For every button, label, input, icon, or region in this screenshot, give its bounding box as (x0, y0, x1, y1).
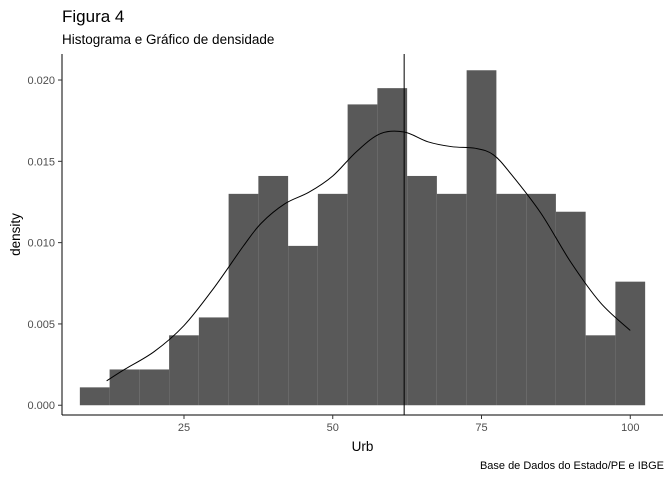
histogram-bar-5 (198, 317, 229, 406)
histogram-bar-1 (79, 387, 110, 406)
histogram-bar-8 (288, 245, 318, 406)
histogram-bar-9 (317, 193, 348, 406)
chart-caption: Base de Dados do Estado/PE e IBGE (479, 460, 664, 472)
histogram-bar-3 (139, 369, 170, 406)
chart-subtitle: Histograma e Gráfico de densidade (62, 32, 275, 47)
x-axis-title: Urb (352, 439, 374, 454)
y-tick-label: 0.005 (27, 319, 55, 331)
y-axis-title: density (8, 213, 23, 256)
x-tick-label: 50 (327, 422, 339, 434)
histogram-bar-17 (555, 211, 586, 406)
x-tick-label: 100 (621, 422, 639, 434)
histogram-bar-16 (526, 193, 556, 406)
histogram-bar-14 (466, 70, 497, 406)
histogram-bar-7 (258, 175, 289, 406)
density-curve (106, 130, 631, 382)
histogram-bar-4 (169, 335, 199, 406)
x-tick-label: 25 (178, 422, 190, 434)
x-tick-label: 75 (475, 422, 487, 434)
axes: 0.000 0.005 0.010 0.015 0.020 25 50 75 100 (27, 54, 663, 434)
histogram-bar-12 (407, 175, 437, 406)
histogram-bar-11 (377, 88, 408, 406)
histogram-bar-19 (615, 281, 646, 406)
chart-title: Figura 4 (62, 7, 125, 26)
histogram-bars (79, 70, 646, 406)
y-tick-label: 0.015 (27, 156, 55, 168)
histogram-bar-2 (109, 369, 140, 406)
y-tick-label: 0.000 (27, 400, 55, 412)
density-curve-layer (106, 130, 631, 382)
histogram-bar-18 (585, 335, 616, 406)
y-tick-label: 0.020 (27, 75, 55, 87)
histogram-bar-10 (347, 104, 378, 406)
histogram-bar-15 (496, 193, 527, 406)
histogram-bar-6 (228, 193, 259, 406)
histogram-bar-13 (436, 193, 467, 406)
y-tick-label: 0.010 (27, 238, 55, 250)
